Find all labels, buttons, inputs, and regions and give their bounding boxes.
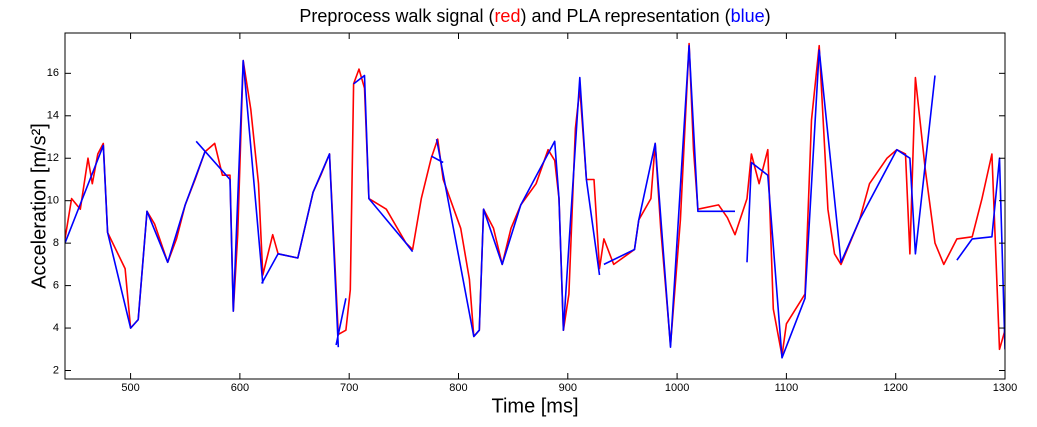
y-tick-label: 12	[47, 152, 59, 164]
y-tick-label: 10	[47, 195, 59, 207]
y-tick-label: 2	[53, 364, 59, 376]
x-axis-label: Time [ms]	[491, 395, 578, 417]
title-part: Preprocess walk signal (	[299, 6, 494, 26]
title-part: blue	[731, 6, 765, 26]
y-axis-label: Acceleration [m/s²]	[28, 123, 50, 289]
data-line	[65, 42, 1005, 357]
x-tick-label: 500	[121, 382, 139, 394]
y-tick-label: 14	[47, 110, 59, 122]
x-tick-label: 600	[231, 382, 249, 394]
chart-title: Preprocess walk signal (red) and PLA rep…	[299, 6, 770, 26]
data-line	[65, 44, 1005, 359]
plot-area	[65, 33, 1005, 379]
x-tick-label: 800	[449, 382, 467, 394]
title-part: )	[765, 6, 771, 26]
y-tick-label: 8	[53, 237, 59, 249]
title-part: ) and PLA representation (	[520, 6, 730, 26]
title-part: red	[494, 6, 520, 26]
axes-box	[64, 32, 1006, 380]
y-tick-label: 4	[53, 322, 59, 334]
x-tick-label: 1300	[993, 382, 1017, 394]
x-tick-label: 1200	[883, 382, 907, 394]
x-tick-label: 900	[559, 382, 577, 394]
x-tick-label: 1000	[665, 382, 689, 394]
x-tick-label: 700	[340, 382, 358, 394]
x-tick-label: 1100	[775, 382, 799, 394]
y-tick-label: 6	[53, 280, 59, 292]
y-tick-label: 16	[47, 67, 59, 79]
